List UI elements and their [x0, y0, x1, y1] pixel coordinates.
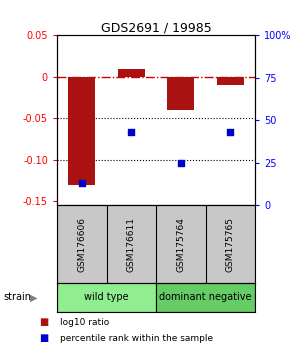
- Point: [178, 160, 183, 166]
- Point: [79, 181, 84, 186]
- Text: percentile rank within the sample: percentile rank within the sample: [60, 333, 213, 343]
- Text: ■: ■: [39, 333, 48, 343]
- Bar: [68, 77, 95, 184]
- Bar: [118, 69, 145, 77]
- Title: GDS2691 / 19985: GDS2691 / 19985: [100, 21, 212, 34]
- Bar: [156, 283, 255, 312]
- Point: [129, 130, 134, 135]
- Text: GSM175765: GSM175765: [226, 217, 235, 272]
- Text: GSM176606: GSM176606: [77, 217, 86, 272]
- Text: GSM175764: GSM175764: [176, 217, 185, 272]
- Bar: [167, 77, 194, 110]
- Text: dominant negative: dominant negative: [159, 292, 252, 302]
- Point: [228, 130, 233, 135]
- Text: ■: ■: [39, 317, 48, 327]
- Text: wild type: wild type: [84, 292, 129, 302]
- Text: strain: strain: [3, 292, 31, 302]
- Bar: [57, 283, 156, 312]
- Text: GSM176611: GSM176611: [127, 217, 136, 272]
- Text: ▶: ▶: [30, 292, 38, 302]
- Text: log10 ratio: log10 ratio: [60, 318, 109, 327]
- Bar: [217, 77, 244, 85]
